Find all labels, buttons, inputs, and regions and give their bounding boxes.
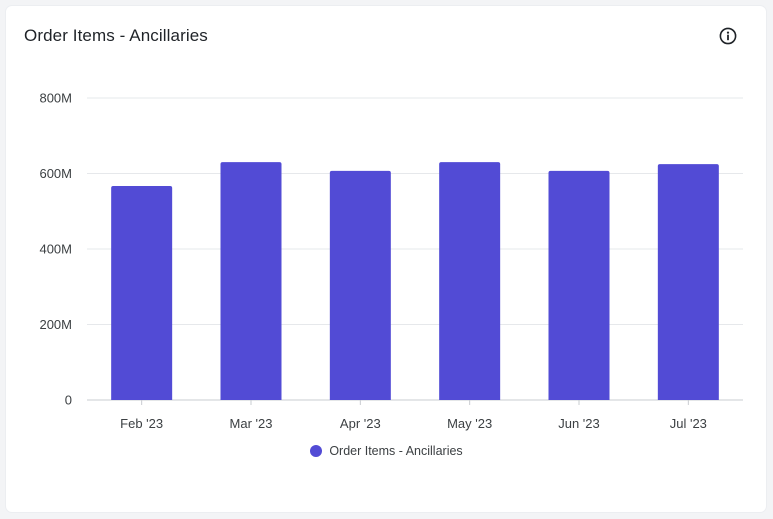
bar[interactable]: [657, 164, 719, 400]
bar[interactable]: [548, 170, 610, 400]
chart-legend: Order Items - Ancillaries: [0, 444, 773, 458]
x-tick-label: Feb '23: [120, 416, 163, 431]
info-icon[interactable]: [719, 27, 737, 45]
bar[interactable]: [329, 170, 391, 400]
x-tick-label: Jun '23: [558, 416, 600, 431]
legend-item[interactable]: Order Items - Ancillaries: [310, 444, 463, 458]
legend-swatch: [310, 445, 323, 457]
bar[interactable]: [439, 162, 501, 400]
bar-chart: 0 200M 400M 600M 800M Feb '23 Mar '23 Apr '23 Ma…: [39, 91, 743, 431]
legend-label: Order Items - Ancillaries: [329, 444, 463, 458]
x-tick-label: Jul '23: [670, 416, 707, 431]
bar[interactable]: [111, 185, 173, 400]
chart-title: Order Items - Ancillaries: [24, 26, 208, 45]
bar[interactable]: [220, 162, 282, 400]
x-tick-label: May '23: [447, 416, 492, 431]
x-tick-label: Apr '23: [340, 416, 381, 431]
y-tick-label: 200M: [39, 317, 72, 332]
y-tick-label: 600M: [39, 166, 72, 181]
y-tick-label: 800M: [39, 91, 72, 106]
y-tick-label: 0: [65, 393, 72, 408]
y-tick-label: 400M: [39, 242, 72, 257]
x-tick-label: Mar '23: [230, 416, 273, 431]
